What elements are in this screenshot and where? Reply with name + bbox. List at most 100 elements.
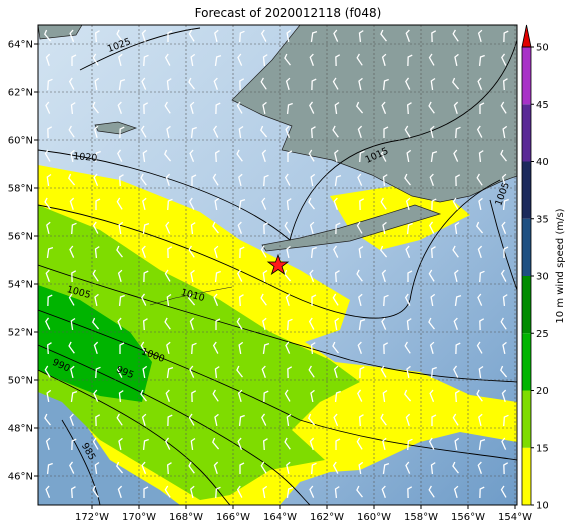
wind-barb (116, 245, 123, 258)
wind-barb (501, 389, 507, 403)
wind-barb (309, 53, 314, 66)
wind-barb (47, 294, 53, 307)
wind-barb (165, 221, 171, 234)
wind-barb (407, 54, 413, 67)
wind-barb (69, 197, 75, 211)
wind-barb (285, 341, 291, 354)
wind-barb (382, 389, 388, 403)
wind-barb (94, 150, 101, 163)
wind-barb (311, 78, 317, 91)
wind-barb (308, 197, 315, 210)
lon-label: 156°W (451, 512, 485, 523)
wind-barb (188, 245, 195, 258)
wind-barb (94, 461, 100, 475)
wind-barb (94, 77, 100, 91)
wind-barb (214, 55, 222, 67)
wind-barb (382, 221, 387, 235)
lat-label: 46°N (8, 472, 33, 483)
wind-barb (332, 461, 339, 474)
wind-barb (429, 173, 434, 186)
wind-barb (46, 221, 51, 235)
wind-barb (166, 462, 172, 475)
wind-barb (188, 461, 195, 474)
colorbar-tick-label: 35 (536, 214, 549, 225)
wind-barb (93, 173, 99, 186)
wind-barb (118, 221, 124, 235)
wind-barb (188, 293, 196, 306)
wind-barb (262, 343, 270, 355)
wind-barb (405, 245, 411, 258)
isobar (79, 27, 201, 71)
wind-barb (191, 342, 197, 355)
wind-barb (214, 150, 220, 163)
wind-barb (70, 365, 75, 379)
wind-barb (236, 485, 243, 498)
wind-barb (452, 77, 460, 90)
wind-barb (383, 342, 389, 355)
wind-barb (333, 197, 338, 210)
wind-barb (358, 461, 364, 475)
wind-barb (262, 269, 268, 283)
wind-barb (92, 221, 99, 234)
wind-barb (476, 173, 483, 186)
wind-barb (237, 53, 243, 66)
wind-barb (71, 222, 77, 235)
wind-barb (213, 461, 219, 475)
wind-barb (214, 366, 220, 379)
wind-barb (238, 341, 244, 355)
wind-barb (164, 149, 172, 162)
wind-barb (261, 365, 266, 378)
lon-label: 164°W (263, 512, 297, 523)
wind-barb (452, 461, 459, 474)
wind-barb (454, 295, 462, 307)
wind-barb (236, 365, 243, 378)
wind-barb (142, 223, 150, 235)
wind-barb (260, 461, 267, 474)
wind-barb (477, 29, 483, 43)
wind-barb (479, 270, 485, 283)
wind-barb (407, 270, 413, 282)
wind-barb (479, 102, 485, 114)
wind-barb (429, 389, 435, 402)
wind-barb (237, 389, 243, 403)
wind-barb (476, 221, 484, 234)
wind-barb (502, 198, 509, 211)
lon-label: 160°W (357, 512, 391, 523)
wind-barb (118, 437, 123, 451)
wind-barb (212, 221, 219, 234)
wind-barb (358, 414, 364, 427)
wind-barb (263, 222, 269, 235)
colorbar-tick-label: 10 (536, 501, 549, 512)
wind-barb (501, 437, 507, 450)
wind-barb (261, 197, 267, 210)
wind-barb (334, 317, 340, 331)
wind-barb (503, 414, 509, 427)
wind-barb (262, 485, 268, 499)
wind-barb (287, 366, 293, 379)
wind-barb (381, 317, 387, 330)
wind-barb (381, 101, 387, 114)
colorbar: 10 15 20 25 30 35 40 45 50 10 m wind speed (m/s) (521, 24, 566, 512)
wind-barb (431, 30, 437, 43)
wind-barb (70, 391, 78, 403)
wind-barb (454, 53, 459, 67)
wind-barb (478, 365, 484, 379)
wind-barb (92, 101, 99, 114)
island (94, 121, 138, 135)
wind-barb (236, 317, 243, 330)
wind-barb (503, 462, 509, 475)
wind-barb (406, 365, 411, 379)
wind-barb (46, 342, 52, 355)
wind-barb (380, 413, 387, 426)
wind-barb (478, 413, 483, 427)
wind-barb (333, 245, 339, 258)
wind-barb (500, 485, 507, 498)
wind-barb (213, 125, 219, 138)
wind-barb (309, 269, 315, 282)
wind-barb (94, 30, 100, 43)
wind-barb (406, 318, 412, 331)
wind-barb (116, 413, 123, 426)
wind-barb (239, 246, 245, 259)
